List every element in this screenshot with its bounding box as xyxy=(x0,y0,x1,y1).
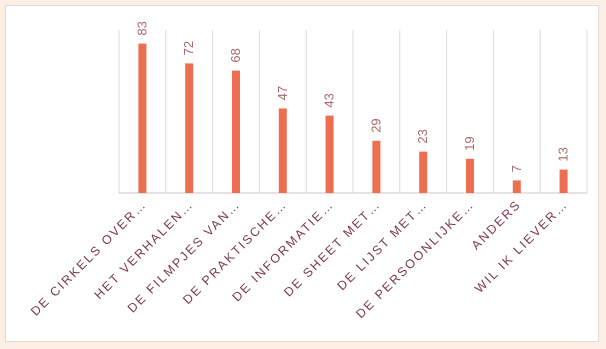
data-label: 19 xyxy=(462,136,477,150)
x-tick-label: WIL IK LIEVER… xyxy=(472,197,571,296)
bar xyxy=(512,180,521,193)
bar xyxy=(185,63,194,194)
data-label: 43 xyxy=(322,93,337,107)
bar xyxy=(138,43,147,193)
bar xyxy=(372,140,381,193)
data-label: 13 xyxy=(556,147,571,161)
data-label: 83 xyxy=(134,21,149,35)
data-label: 23 xyxy=(415,129,430,143)
bar xyxy=(278,108,287,193)
x-tick-label: DE LIJST MET… xyxy=(334,197,430,293)
bar xyxy=(559,169,568,193)
data-label: 47 xyxy=(275,86,290,100)
data-label: 72 xyxy=(181,41,196,55)
data-label: 7 xyxy=(509,165,524,172)
data-label: 68 xyxy=(228,48,243,62)
bar xyxy=(419,151,428,193)
bar xyxy=(325,115,334,193)
bar xyxy=(232,70,240,193)
chart-frame: 83 DE CIRKELS OVER… 72 HET VERHALEN… 68 DE FI… xyxy=(5,5,599,342)
bar xyxy=(466,158,474,193)
data-label: 29 xyxy=(368,118,383,132)
